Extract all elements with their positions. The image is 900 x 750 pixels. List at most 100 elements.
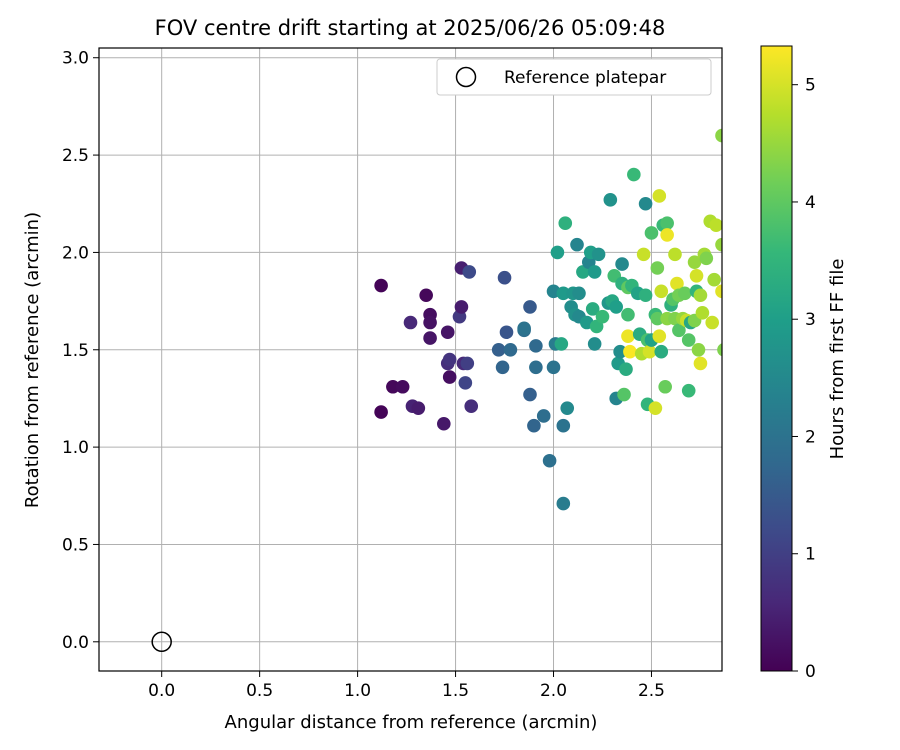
colorbar-tick-label: 5: [805, 76, 816, 96]
y-tick-label: 3.0: [62, 49, 89, 69]
grid-lines: [99, 48, 722, 671]
x-axis-ticks: 0.0 0.5 1.0 1.5 2.0 2.5: [148, 671, 665, 701]
data-point: [638, 288, 653, 303]
data-point: [621, 307, 635, 322]
data-point: [529, 339, 543, 353]
data-point: [707, 272, 721, 287]
data-point: [615, 257, 629, 271]
y-tick-label: 1.0: [62, 438, 89, 458]
data-point: [527, 418, 541, 433]
chart-title: FOV centre drift starting at 2025/06/26 …: [155, 16, 666, 40]
y-tick-label: 0.0: [62, 633, 89, 653]
data-point: [595, 309, 610, 324]
data-point: [572, 286, 586, 301]
data-point: [652, 329, 667, 343]
colorbar-tick-label: 1: [805, 545, 816, 565]
data-point: [695, 305, 710, 320]
data-point: [491, 342, 506, 357]
data-point: [642, 344, 657, 359]
data-point: [715, 128, 722, 143]
data-point: [556, 418, 571, 433]
data-point: [440, 325, 455, 340]
colorbar-tick-label: 2: [805, 427, 816, 447]
y-tick-label: 0.5: [62, 535, 89, 555]
data-point: [411, 401, 426, 415]
colorbar-tick-label: 0: [805, 662, 816, 682]
y-axis-label: Rotation from reference (arcmin): [22, 212, 43, 508]
data-point: [627, 167, 641, 182]
data-point: [542, 453, 557, 468]
x-tick-label: 0.0: [148, 681, 175, 701]
colorbar-label: Hours from first FF file: [827, 259, 848, 460]
legend: Reference platepar: [436, 58, 712, 96]
data-point: [458, 376, 473, 390]
data-point: [589, 319, 604, 334]
data-point: [709, 218, 722, 232]
x-tick-label: 2.0: [540, 681, 567, 701]
data-point: [705, 315, 720, 330]
data-point: [681, 333, 696, 347]
data-point: [623, 344, 637, 359]
data-point: [462, 265, 477, 279]
data-point: [668, 247, 682, 262]
data-point: [660, 216, 674, 231]
data-point: [587, 337, 602, 351]
data-point: [677, 286, 692, 301]
x-tick-label: 1.0: [344, 681, 371, 701]
data-point: [693, 288, 708, 303]
data-point: [570, 237, 584, 252]
data-point: [523, 387, 537, 402]
data-point: [556, 496, 571, 511]
colorbar-ticks: 0 1 2 3 4 5: [792, 76, 816, 682]
data-point: [699, 251, 714, 266]
data-point: [403, 315, 418, 330]
data-point: [654, 344, 669, 359]
data-point: [374, 405, 388, 419]
data-point: [495, 360, 510, 375]
y-axis-ticks: 0.0 0.5 1.0 1.5 2.0 2.5 3.0: [62, 49, 99, 653]
y-tick-label: 1.5: [62, 341, 89, 361]
data-point: [587, 265, 602, 279]
legend-label: Reference platepar: [504, 68, 666, 88]
data-point: [691, 342, 706, 357]
data-point: [454, 300, 469, 314]
data-point: [603, 193, 618, 207]
y-tick-label: 2.5: [62, 146, 89, 166]
data-point: [536, 409, 551, 423]
data-point: [621, 329, 635, 343]
data-point: [693, 356, 708, 371]
data-point: [560, 401, 575, 415]
colorbar-gradient: [760, 45, 793, 672]
data-point: [550, 245, 565, 260]
data-point: [591, 247, 606, 262]
data-point: [386, 379, 400, 394]
data-point: [585, 302, 600, 316]
data-point: [499, 325, 514, 340]
data-point: [613, 344, 627, 359]
data-point: [556, 286, 571, 301]
data-point: [644, 226, 659, 240]
reference-platepar-marker: [151, 631, 172, 653]
data-point: [546, 360, 561, 375]
data-point: [717, 343, 722, 357]
colorbar: 0 1 2 3 4 5 Hours from first FF file: [760, 45, 848, 682]
data-point: [636, 247, 651, 262]
data-point: [650, 311, 665, 326]
data-point: [617, 387, 631, 402]
scatter-points: [374, 128, 722, 511]
data-point: [558, 216, 573, 231]
data-point: [652, 189, 667, 203]
x-tick-label: 1.5: [442, 681, 469, 701]
x-tick-label: 0.5: [246, 681, 273, 701]
data-point: [503, 342, 518, 357]
data-point: [648, 401, 663, 415]
data-point: [374, 278, 388, 293]
data-point: [423, 315, 437, 330]
data-point: [554, 337, 569, 351]
data-point: [529, 360, 543, 375]
data-point: [672, 323, 686, 338]
colorbar-tick-label: 3: [805, 310, 816, 330]
data-point: [689, 268, 704, 283]
colorbar-tick-label: 4: [805, 193, 816, 213]
